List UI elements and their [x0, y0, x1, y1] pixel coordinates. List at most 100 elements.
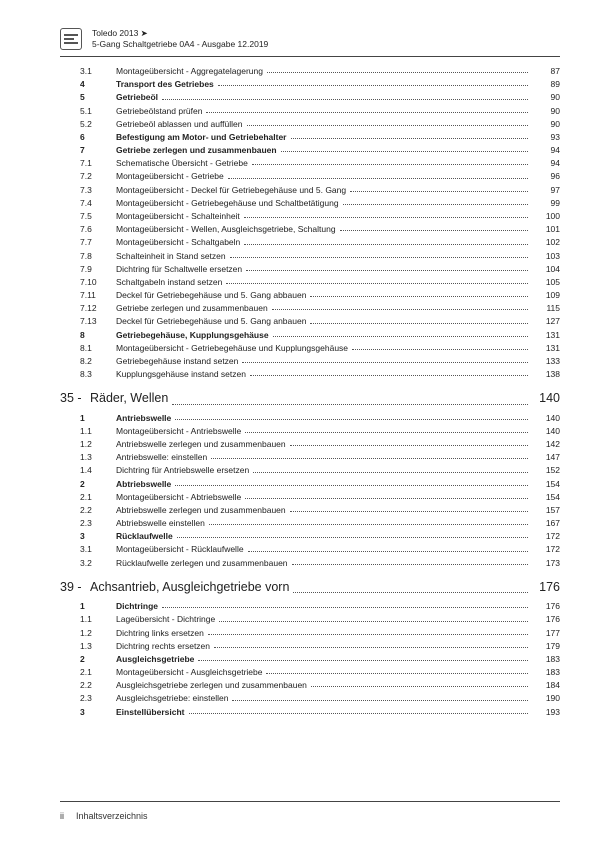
- toc-entry-title: Getriebegehäuse, Kupplungsgehäuse: [116, 329, 269, 342]
- toc-entry-number: 2.1: [80, 666, 116, 679]
- toc-entry-number: 2.2: [80, 679, 116, 692]
- chapter-number: 39 -: [60, 576, 90, 599]
- leader-dots: [311, 686, 528, 687]
- leader-dots: [177, 537, 528, 538]
- chapter-number: 35 -: [60, 387, 90, 410]
- leader-dots: [266, 673, 528, 674]
- leader-dots: [230, 257, 528, 258]
- toc-entry: 6Befestigung am Motor- und Getriebehalte…: [80, 131, 560, 144]
- toc-entry-number: 8.1: [80, 342, 116, 355]
- toc-entry-number: 7.4: [80, 197, 116, 210]
- toc-entry-title: Ausgleichsgetriebe: [116, 653, 194, 666]
- toc-entry-number: 4: [80, 78, 116, 91]
- chapter-title: Räder, Wellen: [90, 387, 168, 410]
- toc-entry-page: 176: [532, 600, 560, 613]
- chapter-title: Achsantrieb, Ausgleichgetriebe vorn: [90, 576, 289, 599]
- toc-entry: 1.3Antriebswelle: einstellen147: [80, 451, 560, 464]
- toc-entry-page: 176: [532, 613, 560, 626]
- leader-dots: [281, 151, 528, 152]
- leader-dots: [209, 524, 528, 525]
- leader-dots: [350, 191, 528, 192]
- leader-dots: [273, 336, 528, 337]
- toc-entry-title: Abtriebswelle: [116, 478, 171, 491]
- toc-entry: 3Einstellübersicht193: [80, 706, 560, 719]
- leader-dots: [253, 472, 528, 473]
- toc-entry-title: Dichtring rechts ersetzen: [116, 640, 210, 653]
- toc-entry-page: 102: [532, 236, 560, 249]
- toc-entry: 2Ausgleichsgetriebe183: [80, 653, 560, 666]
- toc-entry-title: Transport des Getriebes: [116, 78, 214, 91]
- footer-label: Inhaltsverzeichnis: [68, 811, 147, 821]
- page-footer: ii Inhaltsverzeichnis: [60, 793, 560, 824]
- toc-entry-title: Ausgleichsgetriebe: einstellen: [116, 692, 228, 705]
- toc-entry: 1.2Dichtring links ersetzen177: [80, 627, 560, 640]
- toc-entry: 1Dichtringe176: [80, 600, 560, 613]
- toc-entry-page: 152: [532, 464, 560, 477]
- toc-entry-title: Montageübersicht - Schalteinheit: [116, 210, 240, 223]
- toc-entry-page: 109: [532, 289, 560, 302]
- toc-entry-page: 115: [532, 302, 560, 315]
- page-header: Toledo 2013 ➤ 5-Gang Schaltgetriebe 0A4 …: [60, 28, 560, 50]
- leader-dots: [252, 164, 528, 165]
- leader-dots: [206, 112, 528, 113]
- leader-dots: [242, 362, 528, 363]
- toc-section-39: 1Dichtringe1761.1Lageübersicht - Dichtri…: [80, 600, 560, 719]
- leader-dots: [232, 700, 528, 701]
- toc-entry-page: 167: [532, 517, 560, 530]
- leader-dots: [198, 660, 528, 661]
- toc-entry-number: 7.8: [80, 250, 116, 263]
- toc-entry-title: Montageübersicht - Rücklaufwelle: [116, 543, 244, 556]
- toc-entry-number: 7.12: [80, 302, 116, 315]
- leader-dots: [310, 323, 528, 324]
- toc-entry-number: 1.1: [80, 613, 116, 626]
- toc-entry-title: Deckel für Getriebegehäuse und 5. Gang a…: [116, 315, 306, 328]
- toc-entry-page: 90: [532, 105, 560, 118]
- toc-entry-title: Montageübersicht - Getriebe: [116, 170, 224, 183]
- toc-entry: 7.4Montageübersicht - Getriebegehäuse un…: [80, 197, 560, 210]
- toc-entry-page: 101: [532, 223, 560, 236]
- toc-entry-number: 1.2: [80, 438, 116, 451]
- toc-entry: 2Abtriebswelle154: [80, 478, 560, 491]
- leader-dots: [189, 713, 529, 714]
- leader-dots: [291, 138, 529, 139]
- toc-entry-page: 154: [532, 478, 560, 491]
- toc-entry-page: 105: [532, 276, 560, 289]
- toc-entry: 3Rücklaufwelle172: [80, 530, 560, 543]
- toc-entry-title: Befestigung am Motor- und Getriebehalter: [116, 131, 287, 144]
- toc-entry-page: 127: [532, 315, 560, 328]
- toc-entry: 7.13Deckel für Getriebegehäuse und 5. Ga…: [80, 315, 560, 328]
- toc-entry-page: 142: [532, 438, 560, 451]
- leader-dots: [244, 217, 528, 218]
- toc-entry-page: 193: [532, 706, 560, 719]
- toc-entry-page: 90: [532, 118, 560, 131]
- toc-entry-page: 90: [532, 91, 560, 104]
- brand-logo-icon: [60, 28, 82, 50]
- toc-entry-number: 2.3: [80, 692, 116, 705]
- leader-dots: [228, 178, 528, 179]
- toc-entry: 8.3Kupplungsgehäuse instand setzen138: [80, 368, 560, 381]
- toc-entry: 7.2Montageübersicht - Getriebe96: [80, 170, 560, 183]
- toc-entry-number: 3.2: [80, 557, 116, 570]
- toc-entry-page: 154: [532, 491, 560, 504]
- leader-dots: [310, 296, 528, 297]
- leader-dots: [244, 244, 528, 245]
- toc-entry-number: 7.2: [80, 170, 116, 183]
- toc-entry-number: 1.4: [80, 464, 116, 477]
- toc-entry-title: Montageübersicht - Getriebegehäuse und K…: [116, 342, 348, 355]
- toc-entry: 2.2Abtriebswelle zerlegen und zusammenba…: [80, 504, 560, 517]
- toc-entry-title: Dichtring für Antriebswelle ersetzen: [116, 464, 249, 477]
- toc-entry-page: 100: [532, 210, 560, 223]
- leader-dots: [214, 647, 528, 648]
- toc-entry: 8.1Montageübersicht - Getriebegehäuse un…: [80, 342, 560, 355]
- toc-entry: 8Getriebegehäuse, Kupplungsgehäuse131: [80, 329, 560, 342]
- toc-entry-title: Schaltgabeln instand setzen: [116, 276, 222, 289]
- toc-entry-page: 93: [532, 131, 560, 144]
- toc-entry-title: Montageübersicht - Aggregatelagerung: [116, 65, 263, 78]
- toc-entry-title: Rücklaufwelle: [116, 530, 173, 543]
- toc-entry-page: 172: [532, 530, 560, 543]
- toc-entry-title: Kupplungsgehäuse instand setzen: [116, 368, 246, 381]
- leader-dots: [175, 485, 528, 486]
- toc-entry-title: Montageübersicht - Abtriebswelle: [116, 491, 241, 504]
- leader-dots: [219, 621, 528, 622]
- toc-entry-title: Dichtringe: [116, 600, 158, 613]
